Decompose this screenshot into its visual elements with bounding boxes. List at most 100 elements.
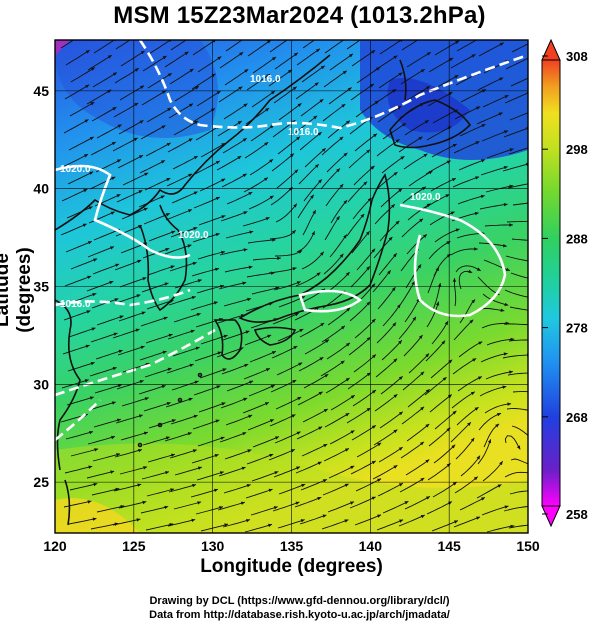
streamline-arrow bbox=[507, 402, 512, 406]
streamline-arrow bbox=[350, 430, 355, 434]
streamline bbox=[226, 191, 253, 205]
streamline-arrow bbox=[193, 156, 198, 160]
streamline bbox=[166, 173, 193, 187]
streamline bbox=[66, 206, 93, 219]
streamline bbox=[250, 318, 278, 329]
streamline-arrow bbox=[446, 254, 451, 258]
streamline bbox=[190, 108, 216, 124]
streamline bbox=[382, 303, 401, 327]
streamline-arrow bbox=[248, 414, 253, 419]
streamline-arrow bbox=[270, 125, 274, 129]
streamline bbox=[114, 259, 142, 271]
streamline bbox=[299, 514, 327, 525]
streamline bbox=[328, 465, 355, 479]
streamline-arrow bbox=[191, 296, 196, 300]
streamline-arrow bbox=[217, 56, 222, 60]
streamline bbox=[196, 471, 224, 481]
streamline bbox=[171, 191, 198, 204]
streamline bbox=[381, 339, 403, 361]
streamline bbox=[512, 391, 528, 393]
streamline bbox=[169, 262, 197, 272]
streamline bbox=[505, 57, 528, 70]
streamline-arrow bbox=[243, 248, 248, 252]
streamline bbox=[347, 181, 368, 203]
streamline-arrow bbox=[292, 86, 297, 91]
streamline bbox=[225, 40, 243, 52]
streamline-arrow bbox=[293, 52, 298, 57]
streamline-arrow bbox=[267, 40, 271, 44]
streamline bbox=[192, 40, 217, 56]
streamline-arrow bbox=[109, 280, 114, 285]
streamline-arrow bbox=[167, 73, 172, 77]
streamline bbox=[427, 463, 451, 481]
streamline-arrow bbox=[143, 207, 148, 211]
streamline-arrow bbox=[503, 352, 508, 356]
streamline bbox=[147, 453, 176, 463]
streamline bbox=[222, 330, 250, 341]
streamline bbox=[434, 228, 460, 243]
streamline-arrow bbox=[83, 189, 88, 193]
streamline bbox=[350, 266, 371, 288]
streamline bbox=[481, 322, 510, 329]
streamline bbox=[399, 102, 424, 119]
streamline-arrow bbox=[398, 376, 403, 380]
streamline-arrow bbox=[425, 389, 430, 393]
streamline bbox=[68, 136, 95, 151]
streamline bbox=[482, 460, 504, 482]
streamline-arrow bbox=[531, 219, 535, 223]
streamline bbox=[244, 334, 272, 346]
streamline bbox=[399, 477, 425, 493]
streamline bbox=[143, 402, 171, 412]
streamline-arrow bbox=[220, 436, 225, 440]
streamline bbox=[170, 227, 198, 238]
streamline-arrow bbox=[316, 272, 321, 277]
streamline-arrow bbox=[346, 307, 351, 312]
streamline-arrow bbox=[194, 380, 199, 384]
streamline-arrow bbox=[343, 234, 347, 239]
streamline bbox=[63, 310, 91, 321]
streamline bbox=[193, 385, 221, 396]
streamline bbox=[222, 519, 251, 528]
streamline bbox=[506, 220, 528, 223]
streamline bbox=[119, 85, 145, 101]
streamline-arrow bbox=[221, 215, 226, 219]
streamline-arrow bbox=[532, 181, 536, 184]
streamline bbox=[270, 379, 297, 393]
streamline-arrow bbox=[137, 483, 142, 487]
streamline-arrow bbox=[264, 402, 269, 406]
streamline-arrow bbox=[336, 216, 340, 221]
streamline-arrow bbox=[221, 402, 226, 406]
streamline bbox=[197, 56, 222, 73]
streamline-arrow bbox=[532, 371, 536, 374]
streamline bbox=[246, 73, 271, 91]
streamline-arrow bbox=[266, 74, 270, 78]
streamline-arrow bbox=[478, 341, 483, 345]
streamline bbox=[88, 401, 116, 411]
streamline-arrow bbox=[366, 407, 371, 412]
streamline-arrow bbox=[480, 194, 485, 199]
streamline bbox=[511, 238, 528, 241]
streamline-arrow bbox=[264, 142, 269, 146]
streamline-arrow bbox=[474, 407, 479, 411]
streamline bbox=[300, 98, 324, 117]
streamline bbox=[374, 393, 398, 412]
streamline-arrow bbox=[271, 351, 276, 355]
streamline bbox=[217, 501, 246, 511]
streamline bbox=[355, 100, 380, 118]
streamline bbox=[426, 126, 452, 141]
streamline bbox=[451, 391, 476, 409]
streamline-arrow bbox=[395, 220, 400, 225]
streamline-arrow bbox=[165, 213, 170, 217]
streamline-arrow bbox=[468, 269, 473, 273]
streamline-arrow bbox=[289, 36, 293, 40]
streamline bbox=[424, 376, 447, 396]
streamline-arrow bbox=[216, 91, 221, 95]
streamline bbox=[172, 346, 200, 357]
streamline bbox=[173, 120, 199, 136]
streamline bbox=[65, 49, 90, 66]
streamline bbox=[87, 436, 116, 445]
streamline-arrow bbox=[435, 267, 439, 272]
streamline-arrow bbox=[341, 104, 346, 108]
streamline-arrow bbox=[294, 313, 299, 317]
streamline-arrow bbox=[344, 519, 349, 523]
